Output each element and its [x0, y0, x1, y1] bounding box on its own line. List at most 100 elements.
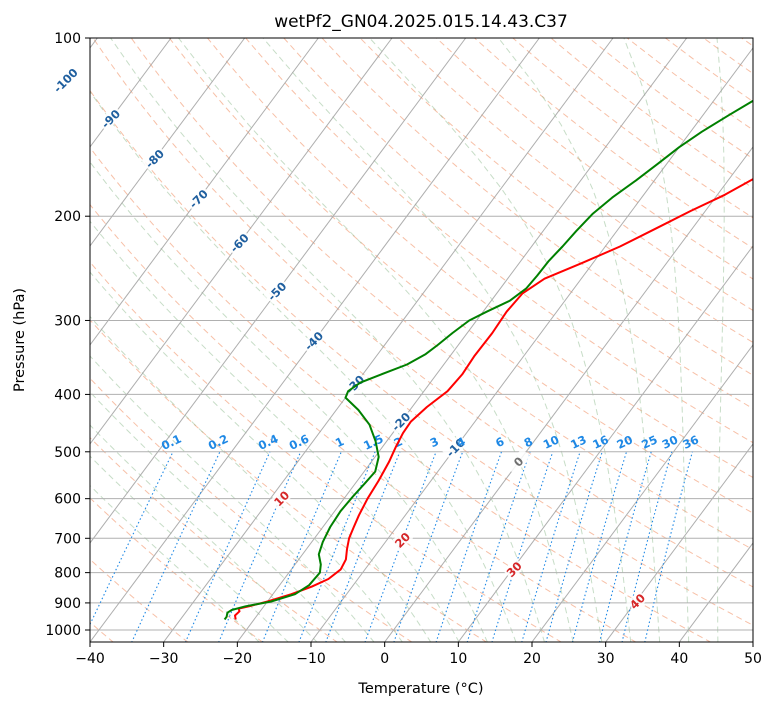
- dry-adiabat-line: [588, 38, 753, 160]
- y-tick-label: 600: [54, 492, 81, 508]
- x-tick-label: 40: [670, 651, 688, 667]
- moist-adiabat-line: [90, 220, 460, 642]
- moist-adiabat-line: [90, 315, 403, 642]
- moist-adiabat-line: [369, 38, 632, 642]
- isotherm-label-bg: [141, 145, 168, 172]
- y-axis-ticks: 100 200 300 400 500 600 700 800 900 1000: [45, 31, 90, 639]
- isotherm-label: -50: [265, 279, 290, 304]
- mixing-ratio-line: [545, 451, 603, 642]
- adiabat-label-bg: [391, 528, 414, 551]
- moist-adiabat-line: [178, 38, 574, 642]
- moist-adiabat-line: [262, 38, 603, 642]
- adiabat-label-bg: [626, 590, 649, 613]
- isotherm-line: [384, 146, 753, 642]
- isotherm-label: -70: [186, 187, 211, 212]
- y-tick-label: 900: [54, 596, 81, 612]
- mixing-ratio-label: 3: [428, 434, 441, 450]
- isotherm-line: [90, 38, 319, 346]
- mixing-ratio-label: 10: [541, 432, 561, 451]
- isotherm-line: [310, 47, 753, 642]
- mixing-ratio-line: [393, 451, 464, 642]
- x-tick-label: 10: [449, 651, 467, 667]
- moist-adiabat-line: [498, 38, 661, 642]
- isotherm-line: [531, 344, 753, 642]
- moist-adiabat-line: [90, 355, 375, 642]
- mixing-ratio-label: 30: [660, 432, 680, 451]
- isotherm-line: [236, 38, 688, 642]
- isotherm-labels: -100-90-80-70-60-50-40-30-20-100: [51, 65, 532, 475]
- mixing-ratio-line: [621, 451, 673, 642]
- isotherm-line: [90, 38, 246, 247]
- y-tick-label: 400: [54, 387, 81, 403]
- isotherm-label-bg: [442, 434, 469, 461]
- adiabat-label: 20: [392, 530, 413, 551]
- mixing-ratio-line: [599, 451, 652, 642]
- isotherm-label-bg: [263, 278, 290, 305]
- moist-adiabat-line: [716, 38, 725, 642]
- isotherm-label-bg: [387, 408, 414, 435]
- isotherm-label: -90: [99, 107, 124, 132]
- adiabat-label: 10: [271, 488, 292, 509]
- isotherm-line: [457, 245, 753, 642]
- isotherm-line: [752, 641, 753, 642]
- dry-adiabat-line: [90, 146, 712, 642]
- dry-adiabat-line: [397, 38, 753, 311]
- adiabat-label-bg: [270, 487, 293, 510]
- y-tick-label: 200: [54, 209, 81, 225]
- mixing-ratio-line: [435, 451, 503, 642]
- moist-adiabat-line: [90, 424, 318, 642]
- adiabat-label-bg: [502, 558, 525, 581]
- mixing-ratio-line: [218, 451, 302, 642]
- isotherm-line: [90, 38, 393, 445]
- mixing-ratio-label: 25: [639, 432, 659, 451]
- isotherm-label: -80: [143, 147, 168, 172]
- dry-adiabat-line: [90, 261, 563, 642]
- isotherm-line: [90, 38, 467, 544]
- dry-adiabat-line: [92, 38, 753, 588]
- mixing-ratio-label: 0.1: [159, 432, 183, 453]
- isotherm-label-bg: [505, 448, 532, 475]
- x-tick-label: 0: [380, 651, 389, 667]
- chart-title: wetPf2_GN04.2025.015.14.43.C37: [274, 12, 568, 32]
- sounding-traces: [223, 99, 753, 621]
- dry-adiabat-line: [359, 38, 753, 344]
- isotherm-label-bg: [52, 67, 79, 94]
- mixing-ratio-line: [262, 451, 342, 642]
- mixing-ratio-line: [466, 451, 531, 642]
- moist-adiabat-line: [90, 161, 488, 642]
- dry-adiabat-line: [90, 319, 488, 642]
- mixing-ratio-label: 0.6: [287, 432, 311, 453]
- dewpoint-trace: [223, 99, 753, 621]
- isotherm-label: -100: [51, 65, 81, 95]
- isotherm-label-bg: [300, 327, 327, 354]
- y-tick-label: 1000: [45, 623, 81, 639]
- mixing-ratio-label: 16: [590, 432, 610, 451]
- mixing-ratio-line: [131, 451, 221, 642]
- mixing-ratio-line: [298, 451, 376, 642]
- x-tick-label: −20: [223, 651, 253, 667]
- mixing-ratio-line: [90, 451, 174, 626]
- mixing-ratio-label: 36: [681, 432, 701, 451]
- isotherm-line: [90, 38, 172, 148]
- isotherm-label: -40: [302, 329, 327, 354]
- dry-adiabat-line: [90, 89, 753, 626]
- moist-adiabat-line: [110, 38, 545, 642]
- moist-adiabat-line: [623, 38, 690, 642]
- y-axis-label: Pressure (hPa): [12, 288, 28, 392]
- moist-adiabat-line: [90, 484, 260, 642]
- moist-adiabat-line: [90, 271, 432, 642]
- moist-adiabat-line: [90, 391, 347, 642]
- isotherm-line: [163, 38, 614, 642]
- y-tick-label: 700: [54, 531, 81, 547]
- isotherm-label-bg: [226, 229, 253, 256]
- mixing-ratio-label: 20: [615, 432, 635, 451]
- dry-adiabat-line: [168, 38, 753, 514]
- isotherm-line: [605, 443, 753, 642]
- mixing-ratio-label: 13: [568, 432, 588, 451]
- x-tick-label: −10: [296, 651, 326, 667]
- temperature-trace: [234, 177, 753, 620]
- y-tick-label: 800: [54, 566, 81, 582]
- mixing-ratio-label: 0.2: [206, 432, 230, 453]
